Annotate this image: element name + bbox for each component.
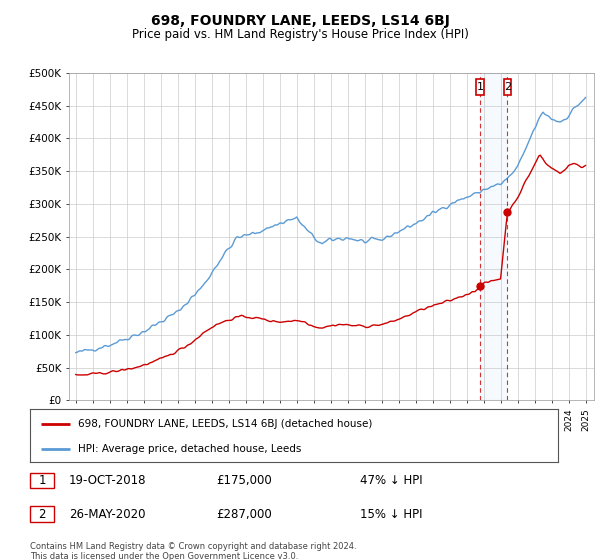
Bar: [503, 79, 511, 95]
Text: 47% ↓ HPI: 47% ↓ HPI: [360, 474, 422, 487]
Text: 2: 2: [504, 82, 511, 92]
Text: £287,000: £287,000: [216, 507, 272, 521]
Text: 26-MAY-2020: 26-MAY-2020: [69, 507, 146, 521]
Text: 19-OCT-2018: 19-OCT-2018: [69, 474, 146, 487]
Text: Contains HM Land Registry data © Crown copyright and database right 2024.
This d: Contains HM Land Registry data © Crown c…: [30, 542, 356, 560]
Text: 15% ↓ HPI: 15% ↓ HPI: [360, 507, 422, 521]
Text: 2: 2: [38, 507, 46, 521]
Text: 698, FOUNDRY LANE, LEEDS, LS14 6BJ (detached house): 698, FOUNDRY LANE, LEEDS, LS14 6BJ (deta…: [77, 419, 372, 429]
Text: 1: 1: [38, 474, 46, 487]
Bar: [476, 79, 484, 95]
Text: £175,000: £175,000: [216, 474, 272, 487]
Text: Price paid vs. HM Land Registry's House Price Index (HPI): Price paid vs. HM Land Registry's House …: [131, 28, 469, 41]
Text: 1: 1: [476, 82, 484, 92]
Text: HPI: Average price, detached house, Leeds: HPI: Average price, detached house, Leed…: [77, 444, 301, 454]
Bar: [480, 73, 508, 400]
Text: 698, FOUNDRY LANE, LEEDS, LS14 6BJ: 698, FOUNDRY LANE, LEEDS, LS14 6BJ: [151, 14, 449, 28]
